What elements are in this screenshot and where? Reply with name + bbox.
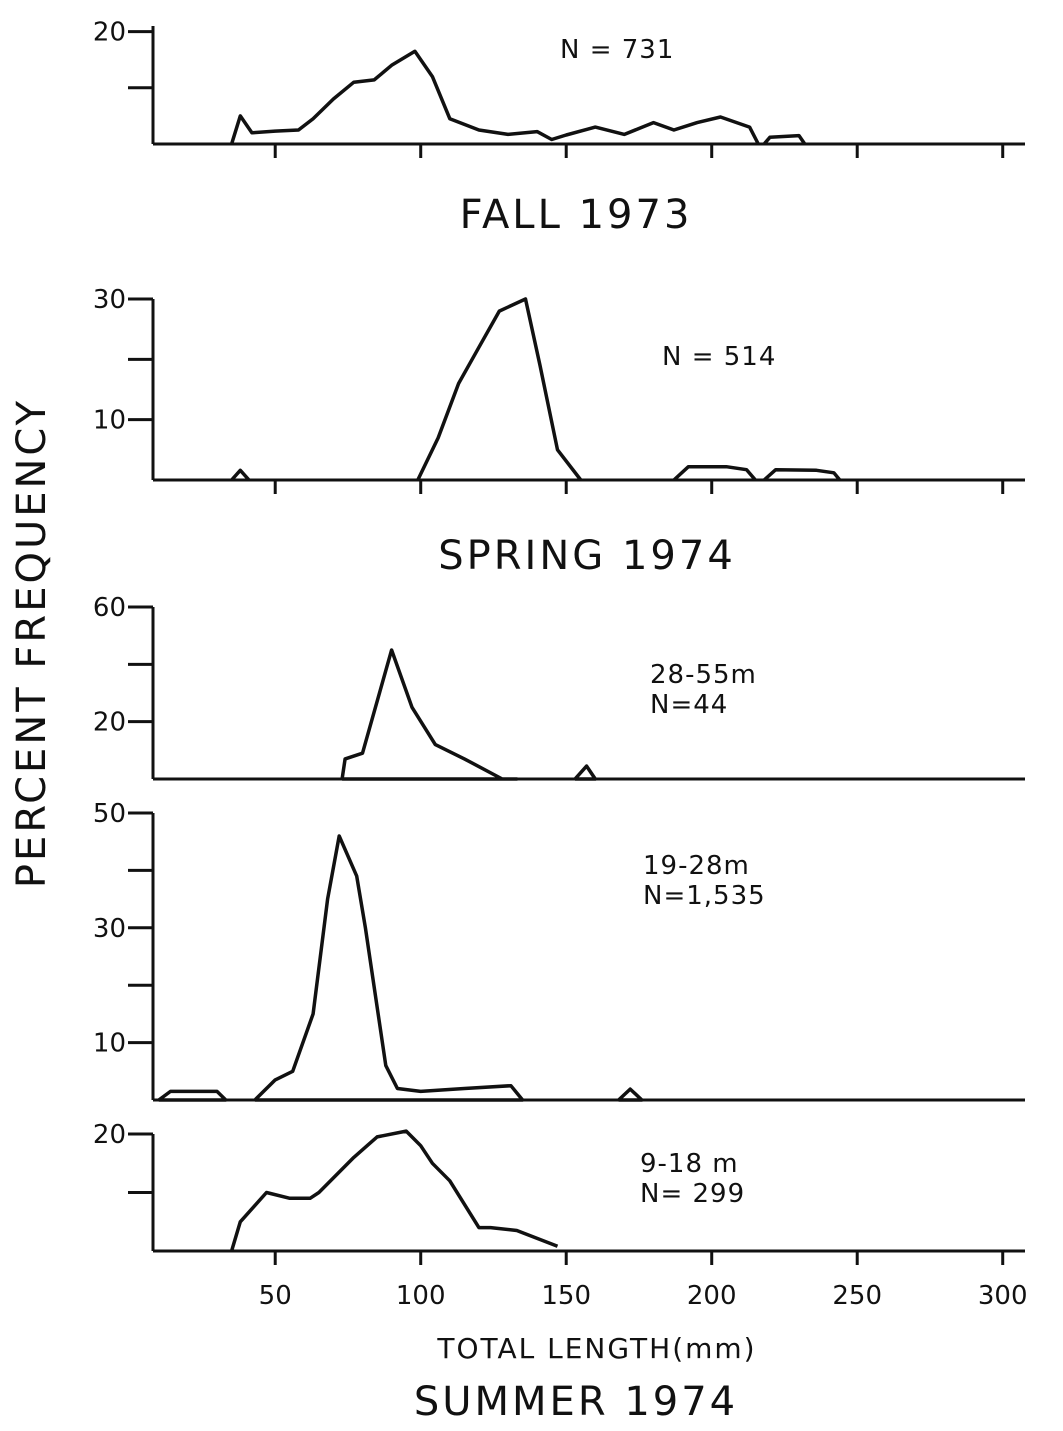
sample-size-annotation: N=44 [650, 690, 728, 720]
y-tick-label: 20 [93, 1120, 126, 1150]
x-tick-label: 300 [978, 1281, 1028, 1311]
bottom-title: SUMMER 1974 [414, 1379, 738, 1425]
series-line [253, 834, 525, 1102]
x-tick-label: 50 [259, 1281, 292, 1311]
y-tick-label: 20 [93, 18, 126, 48]
sample-size-annotation: N = 514 [662, 342, 776, 372]
x-tick-label: 250 [832, 1281, 882, 1311]
y-tick-label: 60 [93, 593, 126, 623]
y-tick-label: 10 [93, 406, 126, 436]
y-tick-label: 50 [93, 799, 126, 829]
sample-size-annotation: 9-18 m [640, 1149, 739, 1179]
x-tick-label: 200 [687, 1281, 737, 1311]
y-tick-label: 30 [93, 914, 126, 944]
panel-spring: 30 10 N = 514 SPRING 1974 [93, 285, 1025, 579]
panel-title: SPRING 1974 [438, 533, 736, 579]
series-line [229, 49, 760, 145]
series-line [762, 133, 807, 146]
y-tick-label: 30 [93, 285, 126, 315]
x-tick-label: 150 [541, 1281, 591, 1311]
panel-fall: 20 N = 731 FALL 1973 [93, 18, 1025, 238]
y-axis-label: PERCENT FREQUENCY [9, 398, 55, 888]
series-line [340, 648, 519, 781]
series-line [617, 1087, 644, 1102]
sample-size-annotation: N = 731 [560, 35, 674, 65]
sample-size-annotation: 28-55m [650, 660, 757, 690]
series-line [230, 468, 251, 482]
series-line [157, 1089, 228, 1102]
panel-depth-9-18: 20 50 100 150 200 250 300 9-18 mN= 299 [93, 1120, 1028, 1311]
series-line [762, 467, 842, 482]
y-tick-label: 20 [93, 708, 126, 738]
y-tick-label: 10 [93, 1029, 126, 1059]
sample-size-annotation: N=1,535 [643, 881, 766, 911]
sample-size-annotation: 19-28m [643, 851, 750, 881]
panel-title: FALL 1973 [460, 192, 693, 238]
series-line [416, 297, 583, 482]
x-axis-label: TOTAL LENGTH(mm) [436, 1332, 756, 1365]
sample-size-annotation: N= 299 [640, 1179, 745, 1209]
series-line [573, 764, 598, 781]
panels: 20 N = 731 FALL 1973 30 10 N = 514 SPRING 1974… [93, 18, 1028, 1311]
series-line [672, 464, 757, 482]
x-tick-label: 100 [396, 1281, 446, 1311]
series-line [229, 1129, 559, 1252]
